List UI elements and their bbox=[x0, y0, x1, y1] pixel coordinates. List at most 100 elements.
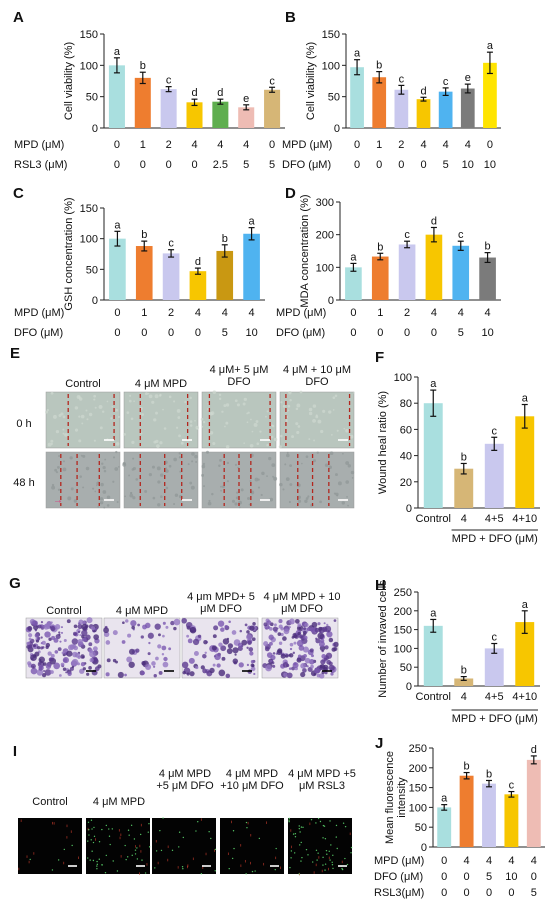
stained-cell bbox=[39, 662, 42, 665]
panel-g-col-3: 4 μm MPD+ 5 μM DFO bbox=[187, 591, 255, 615]
panel-j-ylabel-1: Mean fluorescence bbox=[384, 751, 396, 844]
panel-d-bar-3 bbox=[425, 234, 443, 300]
panel-j-sig-letter-4: d bbox=[531, 744, 537, 756]
panel-b-row1-value-6: 10 bbox=[484, 159, 496, 171]
wound-texture-dot bbox=[81, 422, 84, 425]
stained-cell bbox=[278, 641, 283, 645]
wound-texture-dot bbox=[304, 499, 308, 503]
stained-cell bbox=[48, 657, 53, 662]
stained-cell bbox=[60, 662, 65, 667]
green-signal bbox=[329, 859, 331, 861]
wound-texture-dot bbox=[55, 429, 60, 434]
stained-cell bbox=[303, 654, 307, 658]
panel-c-row1-value-1: 0 bbox=[141, 327, 147, 339]
wound-texture-dot bbox=[86, 418, 89, 421]
panel-h-bar-0 bbox=[423, 625, 443, 686]
fluorescence-image-bg bbox=[152, 818, 216, 874]
panel-c-sig-letter-2: c bbox=[168, 238, 174, 250]
stained-cell bbox=[310, 654, 314, 658]
wound-texture-dot bbox=[101, 410, 105, 413]
panel-b-row0-value-1: 1 bbox=[376, 139, 382, 151]
stained-cell bbox=[197, 634, 202, 639]
stained-cell bbox=[168, 647, 172, 651]
green-signal bbox=[326, 853, 328, 855]
panel-a-ytick-label-1: 50 bbox=[86, 92, 98, 104]
panel-d-bar-0 bbox=[345, 267, 362, 300]
panel-a-row1-value-6: 5 bbox=[269, 159, 275, 171]
panel-h-sig-letter-3: a bbox=[522, 599, 529, 611]
stained-cell bbox=[241, 639, 248, 646]
wound-texture-dot bbox=[173, 503, 176, 506]
stained-cell bbox=[186, 672, 190, 676]
wound-texture-dot bbox=[98, 404, 103, 409]
red-signal bbox=[200, 818, 202, 821]
wound-texture-dot bbox=[159, 441, 163, 445]
green-signal bbox=[63, 848, 66, 851]
wound-texture-dot bbox=[122, 462, 127, 467]
panel-b-row0-value-4: 4 bbox=[443, 139, 449, 151]
wound-texture-dot bbox=[307, 495, 310, 498]
stained-cell bbox=[297, 654, 302, 659]
stained-cell bbox=[28, 637, 32, 641]
panel-j-row1-value-4: 0 bbox=[531, 871, 537, 883]
wound-texture-dot bbox=[243, 442, 246, 444]
stained-cell bbox=[188, 657, 195, 664]
panel-b-bar-2 bbox=[394, 89, 409, 128]
green-signal bbox=[344, 857, 346, 860]
red-signal bbox=[118, 829, 120, 832]
stained-cell bbox=[152, 665, 156, 668]
panel-h-sig-letter-2: c bbox=[492, 632, 498, 644]
green-signal bbox=[178, 846, 180, 848]
panel-c-ytick-label-0: 0 bbox=[92, 295, 98, 307]
wound-texture-dot bbox=[147, 392, 150, 395]
green-signal bbox=[214, 870, 216, 872]
wound-texture-dot bbox=[235, 496, 239, 500]
stained-cell bbox=[162, 621, 166, 625]
panel-i-col-3: 4 μM MPD +5 μM DFO bbox=[156, 768, 214, 792]
stained-cell bbox=[320, 659, 326, 665]
panel-a-ytick-label-0: 0 bbox=[92, 123, 98, 135]
green-signal bbox=[322, 824, 325, 827]
stained-cell bbox=[28, 644, 33, 649]
wound-texture-dot bbox=[95, 484, 98, 487]
green-signal bbox=[293, 852, 296, 854]
panel-h-ytick-label-5: 250 bbox=[394, 587, 412, 599]
wound-texture-dot bbox=[64, 433, 68, 437]
red-signal bbox=[26, 855, 28, 858]
wound-texture-dot bbox=[94, 490, 97, 493]
panel-j-row0-value-2: 4 bbox=[486, 855, 492, 867]
stained-cell bbox=[274, 623, 277, 627]
wound-texture-dot bbox=[221, 410, 224, 413]
green-signal bbox=[92, 859, 95, 862]
panel-d-row1-value-4: 5 bbox=[458, 327, 464, 339]
stained-cell bbox=[268, 634, 274, 640]
panel-d-ytick-label-2: 200 bbox=[316, 230, 334, 242]
stained-cell bbox=[220, 627, 225, 632]
fluorescence-image-bg bbox=[18, 818, 82, 874]
stained-cell bbox=[311, 621, 318, 628]
panel-f-bar-3 bbox=[515, 416, 535, 508]
stained-cell bbox=[173, 618, 181, 626]
stained-cell bbox=[328, 664, 335, 671]
stained-cell bbox=[249, 625, 255, 631]
stained-cell bbox=[61, 651, 64, 655]
panel-h-ytick-label-2: 100 bbox=[394, 643, 412, 655]
panel-a-row1-value-3: 0 bbox=[191, 159, 197, 171]
stained-cell bbox=[32, 620, 38, 627]
panel-j-row1-value-0: 0 bbox=[441, 871, 447, 883]
stained-cell bbox=[41, 673, 47, 678]
green-signal bbox=[290, 857, 292, 859]
stained-cell bbox=[158, 670, 163, 675]
stained-cell bbox=[38, 665, 44, 671]
stained-cell bbox=[217, 620, 225, 627]
green-signal bbox=[342, 822, 345, 824]
green-signal bbox=[96, 868, 98, 870]
stained-cell bbox=[153, 674, 157, 678]
wound-texture-dot bbox=[131, 440, 135, 444]
stained-cell bbox=[251, 637, 256, 642]
wound-texture-dot bbox=[270, 435, 274, 439]
wound-texture-dot bbox=[79, 475, 82, 478]
panel-j-ytick-label-5: 250 bbox=[409, 743, 427, 755]
stained-cell bbox=[49, 626, 52, 629]
green-signal bbox=[155, 850, 158, 852]
